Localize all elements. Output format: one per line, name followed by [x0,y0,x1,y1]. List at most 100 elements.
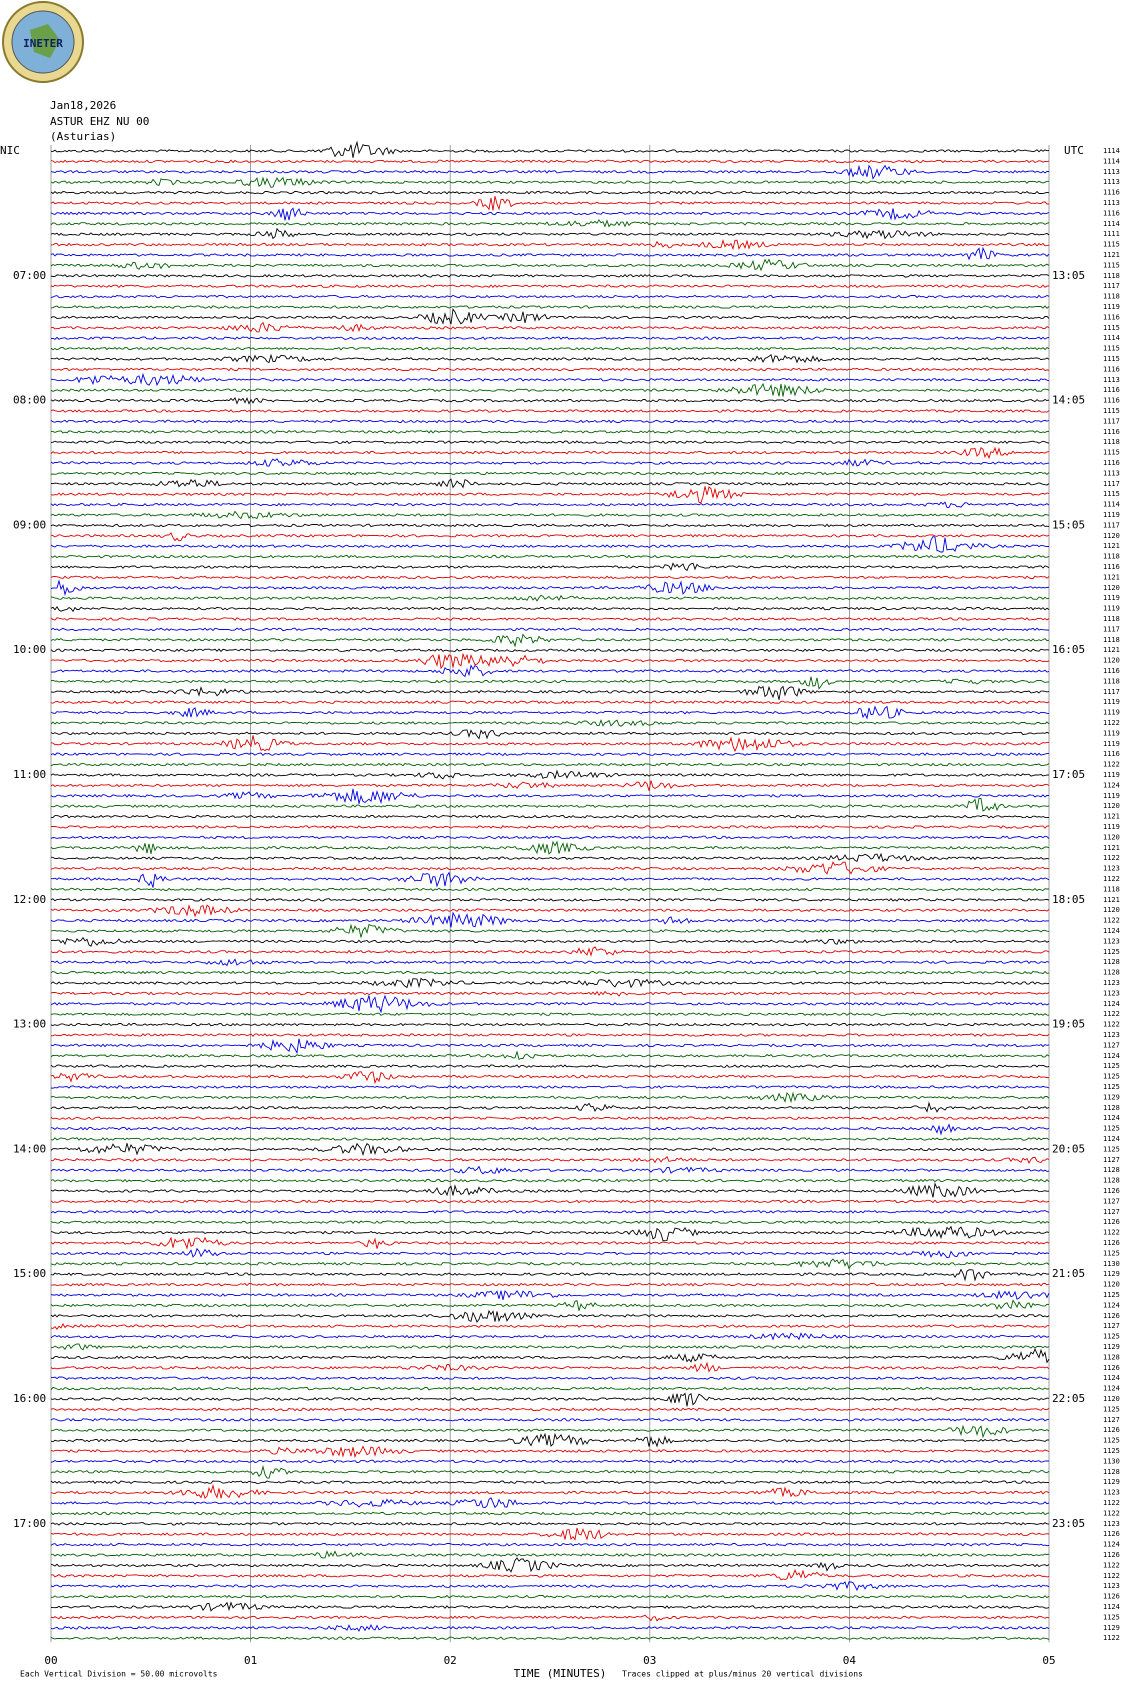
trace [51,140,1050,158]
trace [50,1601,1050,1612]
trace [50,196,1050,211]
trace-count: 1120 [1103,833,1120,841]
right-hour: 13:05 [1052,269,1085,282]
trace [50,769,1050,780]
trace [50,579,1050,597]
trace [50,532,1050,542]
trace [50,284,1050,289]
trace [50,246,1050,261]
right-hour: 16:05 [1052,643,1085,656]
x-tick-label: 05 [1042,1654,1055,1667]
trace [50,762,1050,767]
trace [50,627,1050,632]
trace-count: 1124 [1103,1603,1120,1611]
trace [50,1557,1050,1573]
trace [50,308,1050,325]
trace-count: 1119 [1103,771,1120,779]
trace [50,1199,1050,1204]
trace-count: 1127 [1103,1208,1120,1216]
trace [50,1376,1050,1380]
trace [50,440,1050,444]
trace-count: 1125 [1103,948,1120,956]
trace [50,1085,1050,1089]
x-axis-label: TIME (MINUTES) [514,1667,607,1680]
trace-count: 1128 [1103,969,1120,977]
right-hour: 18:05 [1052,893,1085,906]
trace-count: 1124 [1103,927,1120,935]
trace-count: 1118 [1103,615,1120,623]
trace-count: 1124 [1103,1541,1120,1549]
trace-count: 1123 [1103,1031,1120,1039]
footer-right: Traces clipped at plus/minus 20 vertical… [622,1670,863,1679]
trace [50,923,1050,938]
trace-count: 1118 [1103,677,1120,685]
trace-count: 1113 [1103,469,1120,477]
trace-count: 1125 [1103,1291,1120,1299]
trace [50,617,1050,621]
trace-count: 1119 [1103,823,1120,831]
trace-count: 1126 [1103,1218,1120,1226]
trace-count: 1126 [1103,1239,1120,1247]
trace-count: 1116 [1103,365,1120,373]
trace [50,396,1050,405]
trace-count: 1126 [1103,1187,1120,1195]
trace-count: 1111 [1103,230,1120,238]
trace [50,797,1050,812]
trace-count: 1128 [1103,1104,1120,1112]
trace [50,1445,1050,1459]
trace-count: 1116 [1103,397,1120,405]
trace [50,1137,1050,1141]
trace [50,835,1050,840]
x-tick-label: 03 [643,1654,656,1667]
trace [50,1220,1050,1225]
trace [50,1178,1050,1183]
trace-count: 1130 [1103,1260,1120,1268]
trace-count: 1118 [1103,885,1120,893]
trace [50,294,1050,299]
trace-count: 1126 [1103,1364,1120,1372]
trace [50,1309,1050,1324]
trace [50,1225,1050,1242]
trace-count: 1124 [1103,1114,1120,1122]
trace [50,652,1050,670]
right-hour: 19:05 [1052,1018,1085,1031]
trace [50,164,1050,180]
x-tick-label: 01 [244,1654,257,1667]
trace-count: 1114 [1103,220,1120,228]
trace-count: 1120 [1103,1395,1120,1403]
trace-count: 1125 [1103,1062,1120,1070]
trace-count: 1129 [1103,1270,1120,1278]
trace-count: 1128 [1103,1177,1120,1185]
trace-count: 1125 [1103,1145,1120,1153]
trace [50,685,1050,700]
right-zone: UTC [1064,144,1084,157]
trace [50,887,1049,892]
trace-count: 1115 [1103,355,1120,363]
trace [50,1497,1050,1509]
trace [50,1282,1050,1287]
right-hour: 14:05 [1052,394,1085,407]
trace [51,1594,1050,1599]
trace-count: 1117 [1103,625,1120,633]
trace-count: 1116 [1103,428,1120,436]
trace-count: 1115 [1103,449,1120,457]
left-hour: 15:00 [13,1267,46,1280]
trace [50,207,1050,221]
trace [50,575,1050,580]
trace-count: 1126 [1103,1530,1120,1538]
left-hour: 09:00 [13,518,46,531]
trace [50,897,1050,902]
trace-count: 1129 [1103,1093,1120,1101]
trace [50,1459,1050,1464]
left-hour: 10:00 [13,643,46,656]
station: ASTUR EHZ NU 00 [50,115,149,128]
trace-count: 1122 [1103,875,1120,883]
trace-count: 1122 [1103,761,1120,769]
trace [50,752,1050,756]
trace-count: 1119 [1103,740,1120,748]
trace [50,1155,1050,1164]
trace-count: 1127 [1103,1041,1120,1049]
trace [50,729,1050,740]
trace-count: 1117 [1103,282,1120,290]
trace-count: 1122 [1103,1509,1120,1517]
